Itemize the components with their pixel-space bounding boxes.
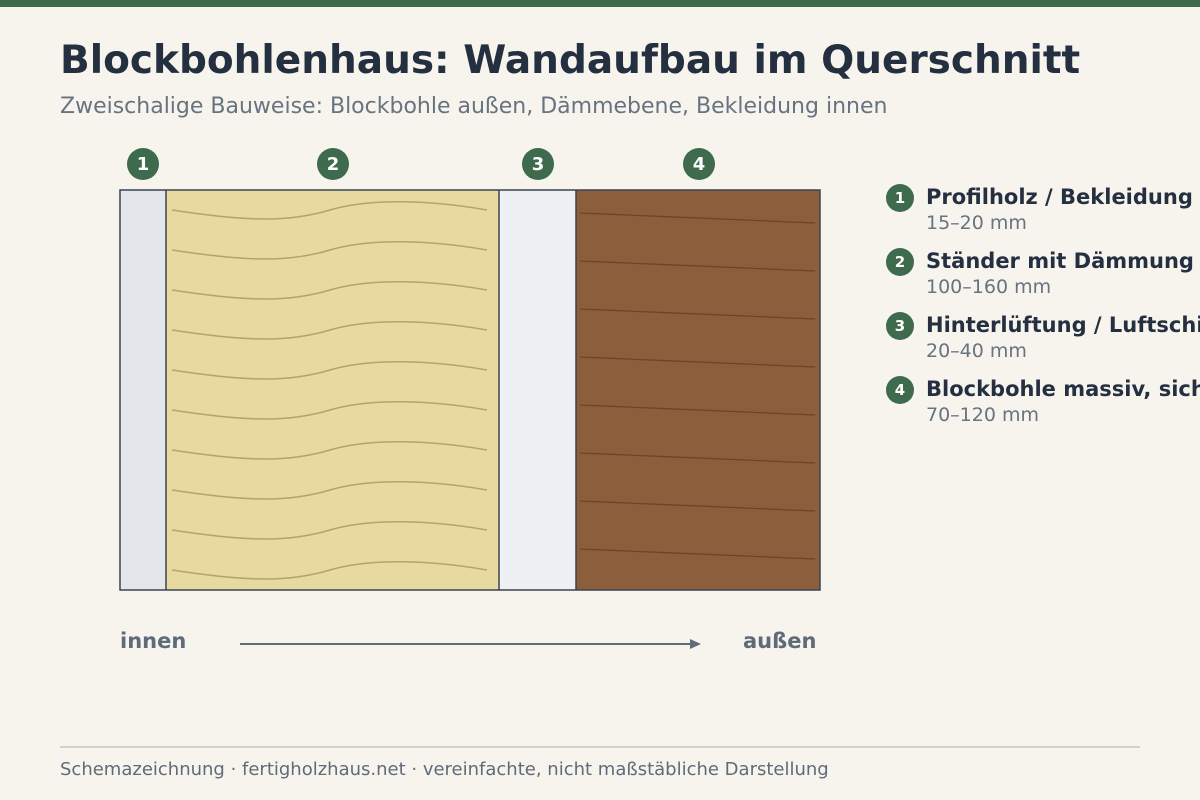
insulation-wave (171, 560, 488, 580)
wood-grain-line (579, 548, 816, 560)
legend-thickness: 20–40 mm (926, 340, 1027, 362)
legend-thickness: 15–20 mm (926, 212, 1027, 234)
legend-label: Blockbohle massiv, sichtbar (926, 377, 1200, 401)
wood-grain-line (579, 308, 816, 320)
wood-grain-lines (579, 212, 816, 560)
legend-thickness: 100–160 mm (926, 276, 1052, 298)
legend-thickness: 70–120 mm (926, 404, 1039, 426)
legend-label: Ständer mit Dämmung (926, 249, 1194, 273)
insulation-wave (171, 480, 488, 500)
layer-marker-2: 2 (317, 148, 349, 180)
insulation-wave (171, 240, 488, 260)
insulation-wave (171, 360, 488, 380)
legend-item: 1 Profilholz / Bekleidung 15–20 mm (886, 184, 1200, 248)
footer-divider (60, 746, 1140, 748)
legend-label: Profilholz / Bekleidung (926, 185, 1193, 209)
legend-label: Hinterlüftung / Luftschicht (926, 313, 1200, 337)
footer-note: Schemazeichnung · fertigholzhaus.net · v… (60, 759, 829, 780)
insulation-wave (171, 320, 488, 340)
insulation-wave (171, 400, 488, 420)
page-title: Blockbohlenhaus: Wandaufbau im Querschni… (60, 38, 1081, 83)
insulation-wave (171, 200, 488, 220)
legend-number: 3 (886, 312, 914, 340)
layer-3-air-gap (499, 190, 576, 590)
direction-arrow-head (690, 639, 701, 649)
wood-grain-line (579, 500, 816, 512)
layer-legend: 1 Profilholz / Bekleidung 15–20 mm 2 Stä… (886, 184, 1200, 440)
wood-grain-line (579, 260, 816, 272)
legend-item: 3 Hinterlüftung / Luftschicht 20–40 mm (886, 312, 1200, 376)
direction-label-outside: außen (743, 629, 817, 653)
wood-grain-line (579, 404, 816, 416)
insulation-wave (171, 280, 488, 300)
legend-number: 1 (886, 184, 914, 212)
legend-number: 2 (886, 248, 914, 276)
insulation-waves (171, 200, 488, 580)
page-subtitle: Zweischalige Bauweise: Blockbohle außen,… (60, 94, 888, 119)
layer-marker-3: 3 (522, 148, 554, 180)
layer-1-panel (120, 190, 166, 590)
layer-4-log-plank (576, 190, 820, 590)
direction-label-inside: innen (120, 629, 187, 653)
layer-outlines (119, 189, 821, 591)
legend-number: 4 (886, 376, 914, 404)
layer-marker-4: 4 (683, 148, 715, 180)
wood-grain-line (579, 356, 816, 368)
wood-grain-line (579, 452, 816, 464)
insulation-wave (171, 440, 488, 460)
legend-item: 4 Blockbohle massiv, sichtbar 70–120 mm (886, 376, 1200, 440)
insulation-wave (171, 520, 488, 540)
layer-marker-1: 1 (127, 148, 159, 180)
top-accent-bar (0, 0, 1200, 7)
legend-item: 2 Ständer mit Dämmung 100–160 mm (886, 248, 1200, 312)
wood-grain-line (579, 212, 816, 224)
